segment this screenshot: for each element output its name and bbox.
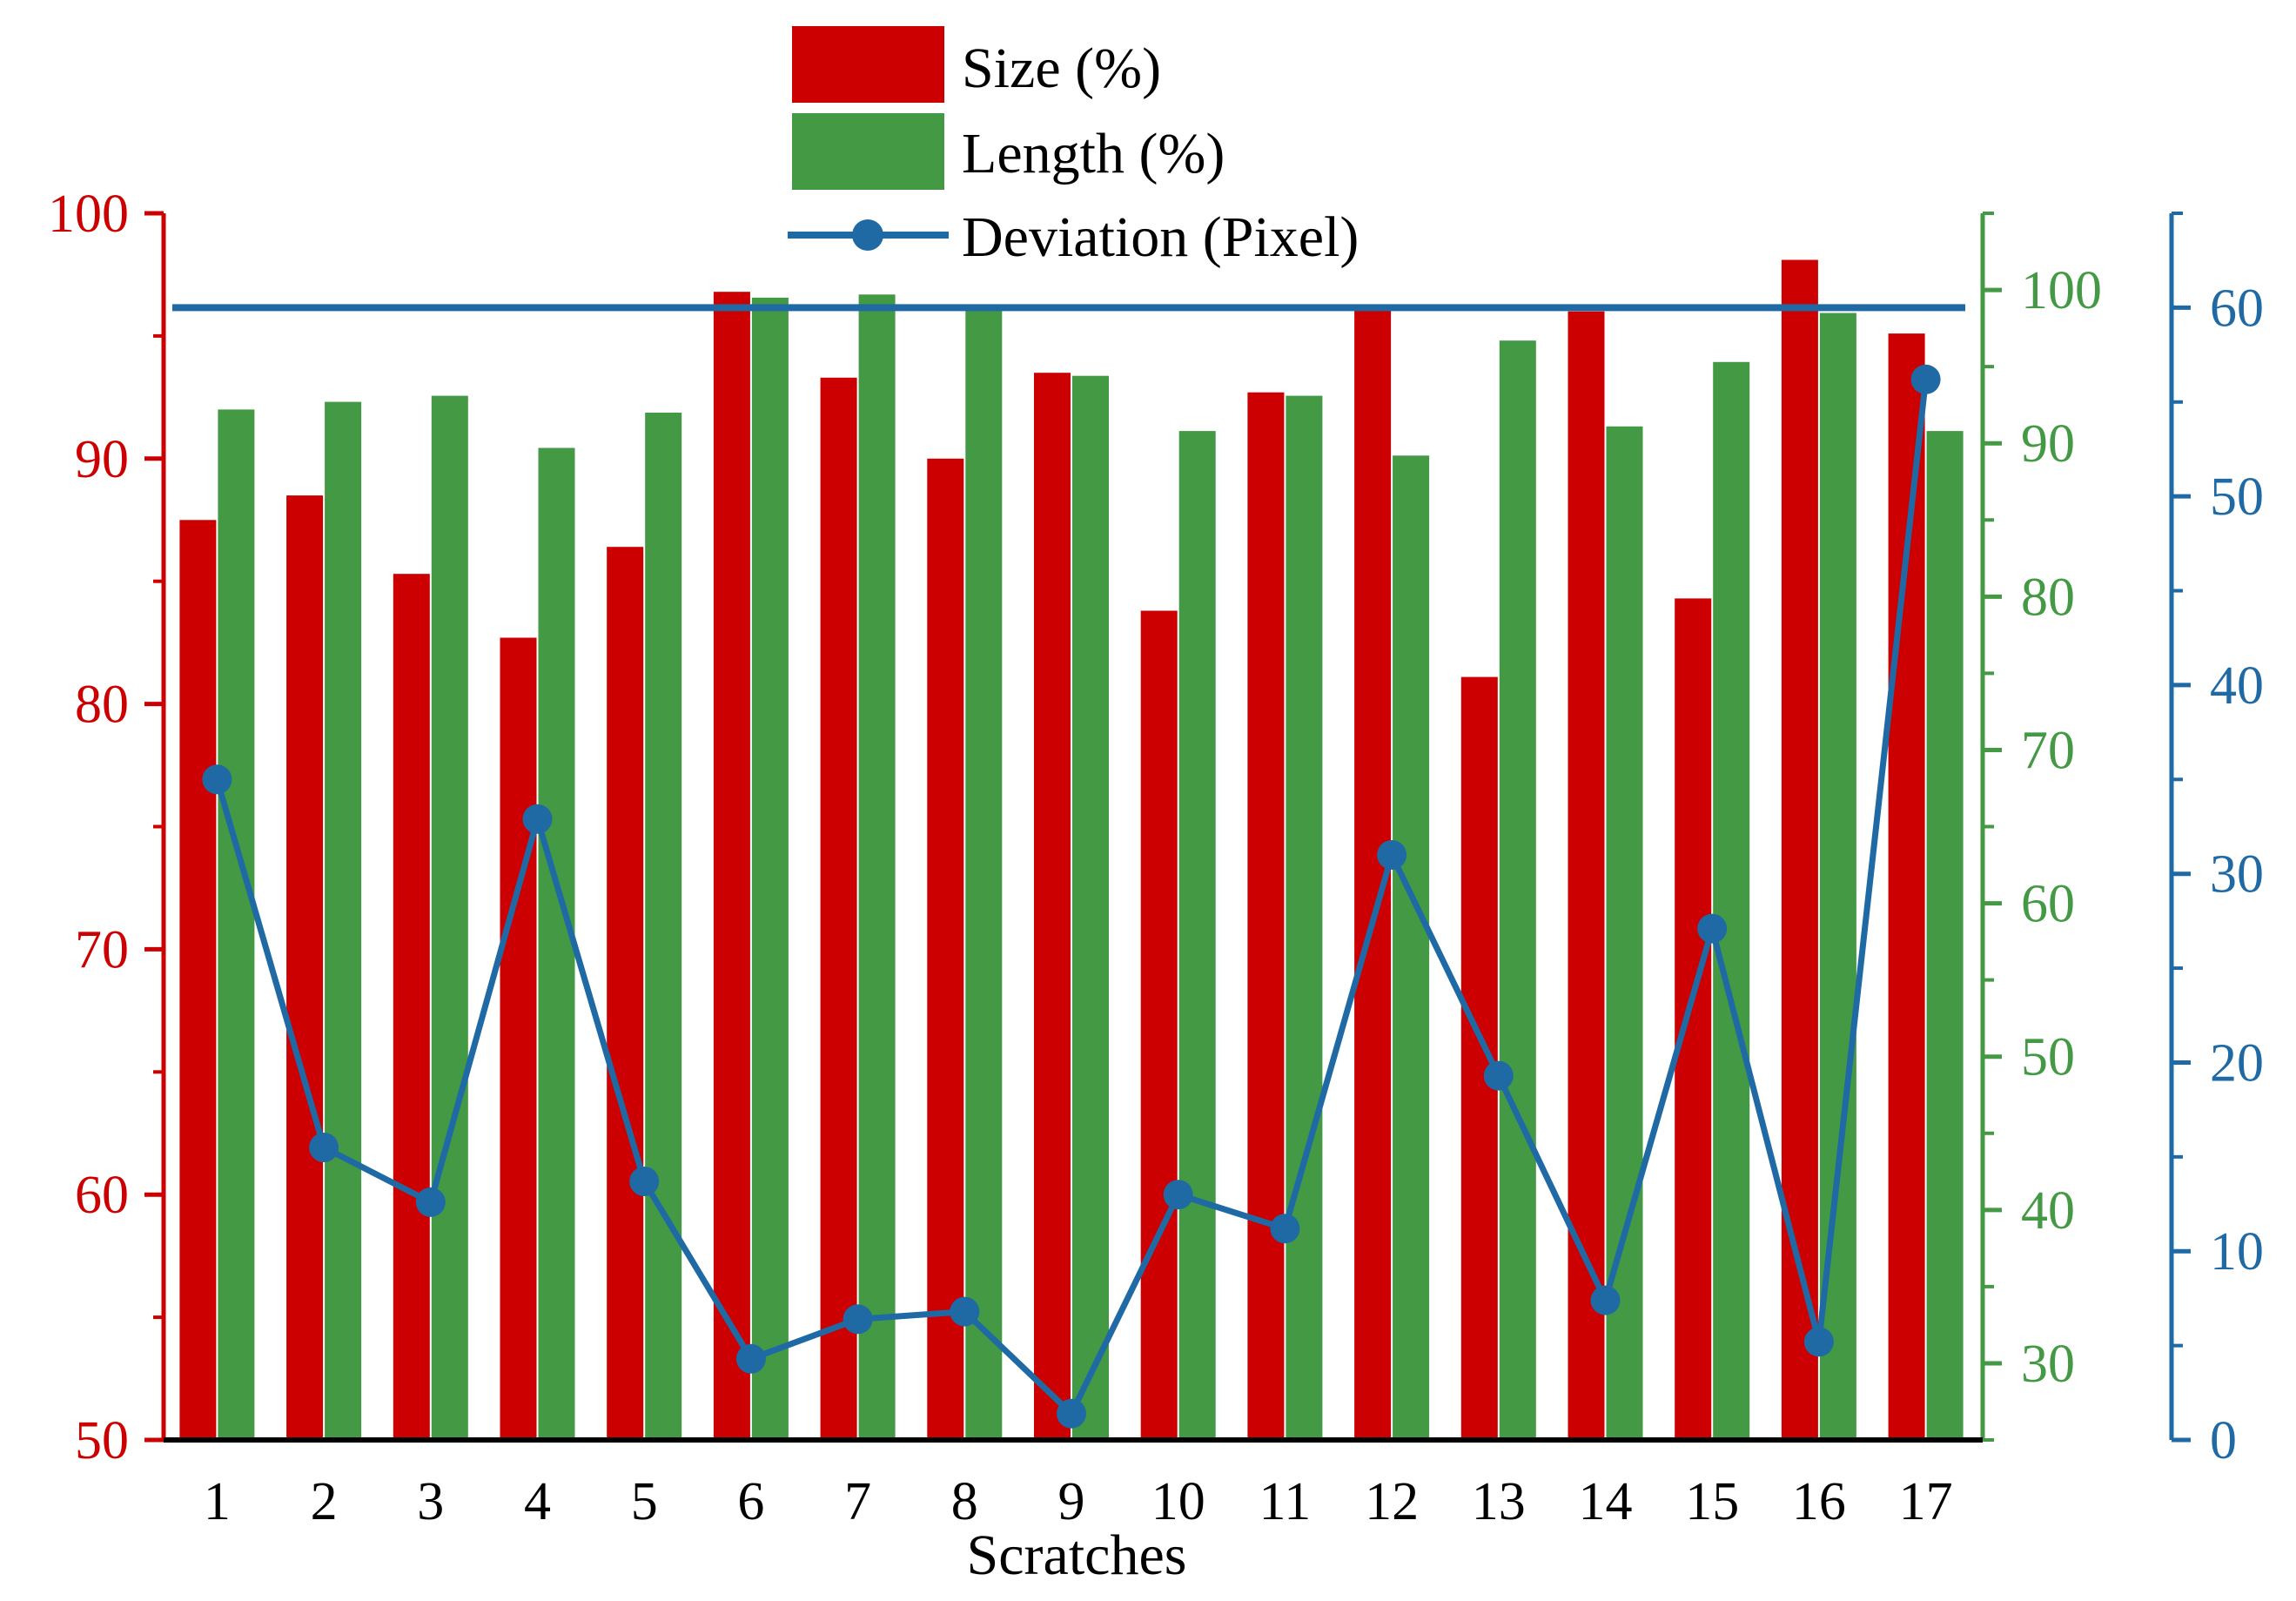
bar-size-14: [1568, 311, 1605, 1441]
axes-layer: 50 60 70 80 90 100 30 40 50 60 70 80 90 100 0 10 20 30 40 5…: [48, 185, 2264, 1531]
legend-marker-deviation: [852, 219, 883, 251]
deviation-point-2: [309, 1133, 339, 1162]
bar-length-7: [858, 294, 896, 1440]
bar-size-9: [1034, 373, 1071, 1441]
legend-label-length: Length (%): [962, 122, 1225, 185]
x-axis-label-2: 2: [311, 1472, 338, 1531]
right-axis-length-label-70: 70: [2021, 721, 2075, 780]
bar-size-5: [607, 547, 644, 1441]
deviation-line-layer: [202, 364, 1941, 1429]
deviation-point-8: [950, 1296, 980, 1327]
bar-size-10: [1140, 610, 1178, 1440]
deviation-point-12: [1377, 840, 1407, 870]
legend-swatch-length: [792, 113, 944, 190]
x-axis-label-8: 8: [951, 1472, 978, 1531]
x-axis-title: Scratches: [967, 1524, 1187, 1587]
right-axis-deviation-label-0: 0: [2210, 1411, 2237, 1470]
x-axis-label-16: 16: [1792, 1472, 1846, 1531]
bar-length-15: [1713, 361, 1750, 1440]
bar-length-2: [325, 401, 362, 1441]
x-axis-label-10: 10: [1151, 1472, 1205, 1531]
deviation-point-9: [1057, 1398, 1086, 1429]
legend-swatch-size: [792, 26, 944, 103]
bar-size-16: [1781, 259, 1818, 1440]
bar-length-13: [1499, 340, 1536, 1441]
bar-length-4: [538, 447, 575, 1440]
left-axis-label-60: 60: [75, 1166, 129, 1225]
x-axis-label-9: 9: [1058, 1472, 1085, 1531]
deviation-point-7: [843, 1304, 873, 1335]
bar-size-15: [1675, 598, 1712, 1440]
right-axis-length-label-90: 90: [2021, 414, 2075, 474]
right-axis-deviation-label-30: 30: [2210, 845, 2264, 905]
x-axis-label-1: 1: [204, 1472, 231, 1531]
right-axis-length-label-40: 40: [2021, 1181, 2075, 1241]
bar-length-3: [431, 395, 468, 1441]
deviation-series-line: [214, 379, 1930, 1417]
deviation-point-3: [415, 1187, 446, 1217]
deviation-point-17: [1910, 364, 1941, 394]
bar-length-17: [1926, 431, 1964, 1441]
bar-size-1: [179, 520, 217, 1441]
left-axis-label-80: 80: [75, 676, 129, 735]
left-axis-label-50: 50: [75, 1411, 129, 1470]
bar-length-6: [751, 297, 789, 1440]
x-axis-label-12: 12: [1365, 1472, 1419, 1531]
deviation-point-1: [202, 764, 232, 795]
bar-length-11: [1286, 395, 1323, 1441]
right-axis-deviation-label-60: 60: [2210, 279, 2264, 338]
left-axis-label-100: 100: [48, 185, 129, 244]
bar-size-11: [1247, 392, 1285, 1441]
right-axis-length-label-100: 100: [2021, 261, 2102, 320]
bar-size-6: [713, 292, 750, 1441]
bar-length-1: [218, 409, 255, 1440]
right-axis-deviation-label-50: 50: [2210, 468, 2264, 527]
bar-size-8: [927, 458, 964, 1440]
bar-length-10: [1178, 431, 1216, 1441]
x-axis-label-17: 17: [1899, 1472, 1953, 1531]
x-axis-label-4: 4: [524, 1472, 551, 1531]
x-axis-label-13: 13: [1472, 1472, 1526, 1531]
legend-label-deviation: Deviation (Pixel): [962, 205, 1359, 269]
deviation-point-6: [735, 1343, 766, 1374]
right-axis-deviation-label-40: 40: [2210, 656, 2264, 716]
deviation-point-16: [1803, 1327, 1834, 1357]
bar-length-5: [645, 413, 682, 1440]
bar-size-7: [820, 377, 857, 1440]
x-axis-label-11: 11: [1259, 1472, 1312, 1531]
right-axis-length-label-60: 60: [2021, 875, 2075, 934]
left-axis-label-90: 90: [75, 430, 129, 489]
left-axis-label-70: 70: [75, 920, 129, 979]
bar-length-9: [1072, 375, 1109, 1441]
deviation-point-15: [1697, 913, 1728, 944]
bar-size-4: [500, 637, 537, 1440]
right-axis-length-label-30: 30: [2021, 1335, 2075, 1394]
deviation-point-4: [522, 804, 553, 834]
bar-size-3: [393, 574, 430, 1440]
bar-length-8: [965, 306, 1003, 1440]
deviation-point-13: [1483, 1060, 1514, 1091]
right-axis-length-label-50: 50: [2021, 1028, 2075, 1087]
bar-length-12: [1393, 455, 1430, 1440]
legend-label-size: Size (%): [962, 37, 1161, 100]
bar-size-2: [286, 495, 324, 1440]
deviation-point-10: [1163, 1180, 1193, 1210]
x-axis-label-15: 15: [1685, 1472, 1739, 1531]
right-axis-length-label-80: 80: [2021, 568, 2075, 627]
deviation-point-14: [1590, 1285, 1621, 1315]
x-axis-label-5: 5: [631, 1472, 658, 1531]
legend: Size (%) Length (%) Deviation (Pixel): [788, 26, 1359, 269]
deviation-point-11: [1270, 1214, 1300, 1244]
bar-size-17: [1888, 333, 1925, 1441]
right-axis-deviation-label-20: 20: [2210, 1033, 2264, 1093]
deviation-point-5: [629, 1167, 660, 1196]
x-axis-label-14: 14: [1579, 1472, 1633, 1531]
right-axis-deviation-label-10: 10: [2210, 1222, 2264, 1281]
x-axis-label-6: 6: [737, 1472, 764, 1531]
x-axis-label-3: 3: [417, 1472, 444, 1531]
bars-layer: [179, 259, 1964, 1441]
x-axis-label-7: 7: [844, 1472, 871, 1531]
